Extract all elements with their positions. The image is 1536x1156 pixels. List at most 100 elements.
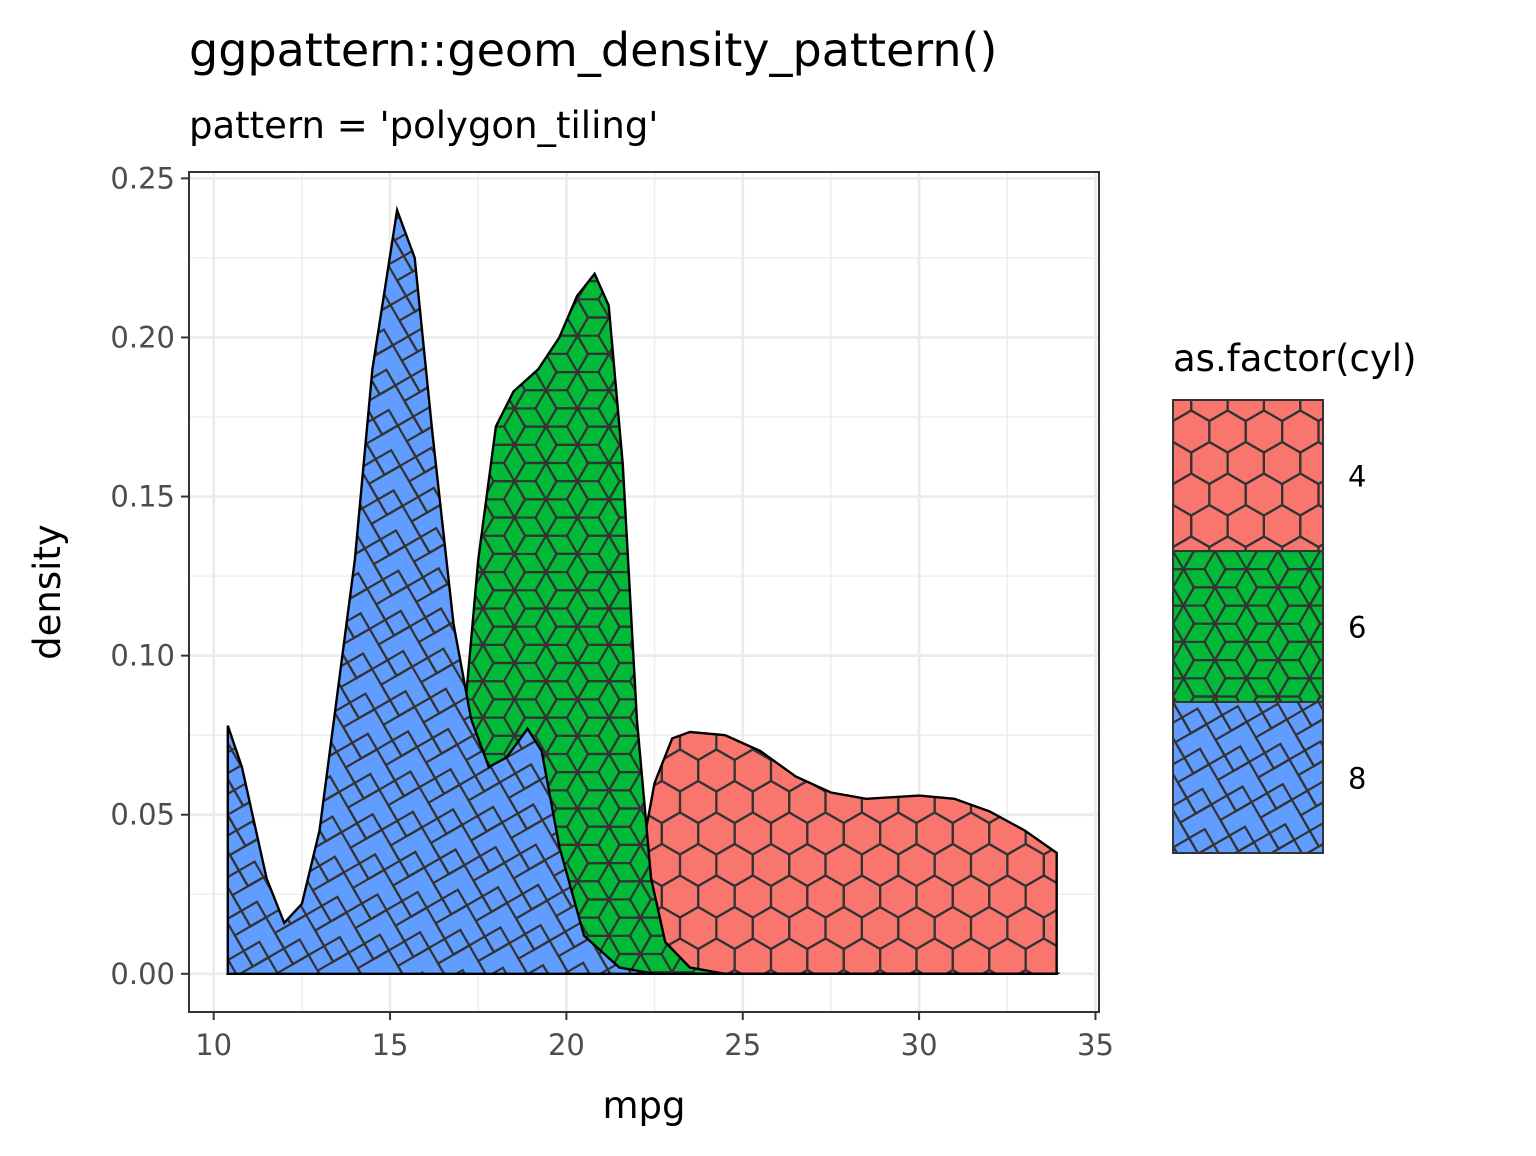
hexagon-tile — [789, 403, 825, 445]
hexagon-tile — [335, 1002, 371, 1044]
rhombus-edge — [158, 445, 169, 463]
rhombus-edge — [662, 299, 673, 317]
rhombus-edge — [1103, 481, 1114, 499]
rhombus-tile — [137, 863, 179, 899]
rhombus-tile — [200, 572, 242, 608]
rhombus-edge — [1071, 845, 1082, 863]
hexagon-tile — [1007, 718, 1043, 760]
rhombus-tile — [956, 499, 998, 535]
large-square-tile — [441, 986, 490, 1035]
rhombus-edge — [756, 554, 767, 572]
rhombus-edge — [158, 899, 169, 917]
large-square-tile — [445, 381, 494, 430]
rhombus-edge — [882, 317, 893, 335]
rhombus-edge — [536, 299, 547, 317]
rhombus-tile — [326, 354, 368, 390]
rhombus-tile — [672, 1027, 714, 1063]
rhombus-edge — [882, 136, 893, 154]
rhombus-edge — [221, 499, 232, 517]
rhombus-edge — [284, 172, 295, 190]
small-square-tile — [492, 1048, 517, 1073]
small-square-tile — [126, 989, 151, 1014]
rhombus-edge — [221, 518, 232, 536]
rhombus-edge — [158, 699, 169, 717]
hexagon-tile — [644, 529, 680, 571]
large-square-tile — [142, 721, 191, 770]
rhombus-tile — [294, 1027, 336, 1063]
small-square-tile — [489, 322, 514, 347]
rhombus-edge — [756, 427, 767, 445]
rhombus-tile — [672, 190, 714, 226]
rhombus-edge — [693, 499, 704, 517]
rhombus-tile — [830, 390, 872, 426]
rhombus-edge — [410, 1027, 421, 1045]
small-square-tile — [707, 592, 732, 617]
rhombus-edge — [1008, 990, 1019, 1008]
rhombus-edge — [567, 190, 578, 208]
rhombus-edge — [630, 990, 641, 1008]
rhombus-edge — [1103, 372, 1114, 390]
rhombus-edge — [1071, 117, 1082, 135]
hexagon-tile — [444, 372, 480, 414]
rhombus-edge — [977, 608, 988, 626]
rhombus-edge — [221, 172, 232, 190]
small-square-tile — [678, 110, 703, 135]
rhombus-tile — [830, 609, 872, 645]
hexagon-tile — [844, 624, 880, 666]
rhombus-tile — [987, 372, 1029, 408]
rhombus-edge — [221, 427, 232, 445]
rhombus-edge — [662, 627, 673, 645]
rhombus-tile — [420, 299, 462, 335]
rhombus-edge — [662, 372, 673, 390]
large-square-tile — [151, 197, 200, 246]
rhombus-edge — [756, 263, 767, 281]
hexagon-tile — [225, 435, 261, 477]
hexagon-tile — [789, 970, 825, 1012]
rhombus-edge — [819, 299, 830, 317]
rhombus-edge — [1134, 990, 1145, 1008]
rhombus-edge — [567, 990, 578, 1008]
rhombus-tile — [735, 408, 777, 444]
rhombus-edge — [504, 190, 515, 208]
large-square-tile — [234, 232, 283, 281]
rhombus-edge — [536, 208, 547, 226]
rhombus-tile — [137, 354, 179, 390]
rhombus-edge — [189, 590, 200, 608]
rhombus-edge — [158, 208, 169, 226]
rhombus-tile — [798, 990, 840, 1026]
rhombus-tile — [1082, 499, 1124, 535]
hexagon-tile — [1026, 687, 1062, 729]
large-square-tile — [480, 298, 529, 347]
rhombus-edge — [819, 281, 830, 299]
hexagon-tile — [1135, 624, 1171, 666]
hexagon-tile — [1007, 340, 1043, 382]
rhombus-edge — [725, 136, 736, 154]
rhombus-tile — [609, 299, 651, 335]
rhombus-tile — [641, 208, 683, 244]
rhombus-tile — [1082, 790, 1124, 826]
rhombus-edge — [945, 990, 956, 1008]
rhombus-edge — [1103, 445, 1114, 463]
hexagon-tile — [862, 214, 898, 256]
hexagon-tile — [280, 340, 316, 382]
rhombus-edge — [378, 245, 389, 263]
hexagon-tile — [1026, 1002, 1062, 1044]
rhombus-tile — [1082, 609, 1124, 645]
rhombus-edge — [189, 499, 200, 517]
small-square-tile — [213, 420, 238, 445]
hexagon-tile — [607, 970, 643, 1012]
rhombus-edge — [441, 372, 452, 390]
rhombus-edge — [1008, 518, 1019, 536]
rhombus-edge — [315, 608, 326, 626]
rhombus-edge — [756, 536, 767, 554]
rhombus-edge — [315, 499, 326, 517]
small-square-tile — [204, 944, 229, 969]
small-square-tile — [662, 514, 687, 539]
rhombus-edge — [1040, 663, 1051, 681]
large-square-tile — [312, 187, 361, 236]
small-square-tile — [333, 412, 358, 437]
rhombus-edge — [882, 227, 893, 245]
rhombus-edge — [977, 1045, 988, 1063]
rhombus-edge — [1134, 754, 1145, 772]
large-square-tile — [114, 239, 163, 288]
